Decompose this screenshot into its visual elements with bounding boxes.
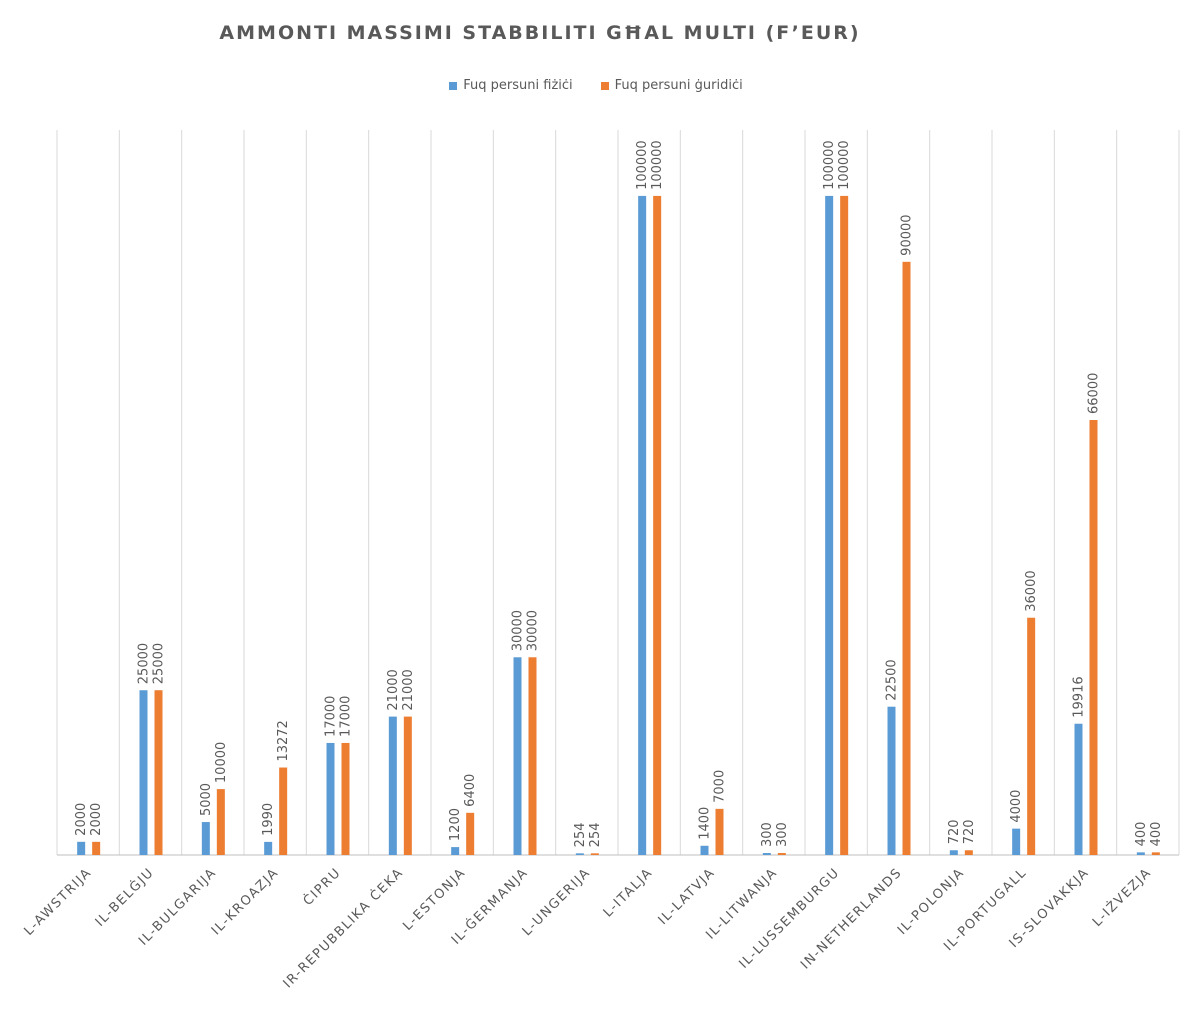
bar-series-1 (1074, 723, 1083, 855)
x-tick-label: IL-LUSSEMBURGU (736, 865, 843, 972)
data-label: 100000 (650, 140, 665, 190)
bar-series-1 (762, 853, 771, 855)
x-tick-label: IL-LATVJA (656, 865, 719, 928)
x-tick-label: L-AWSTRIJA (21, 865, 95, 939)
x-tick-label: L-ITALJA (601, 865, 656, 920)
data-label: 400 (1149, 822, 1164, 847)
bar-series-2 (154, 690, 163, 855)
bar-series-2 (902, 261, 911, 855)
data-label: 300 (775, 822, 790, 847)
data-label: 30000 (526, 610, 541, 651)
x-tick-label: IR-REPUBBLIKA ĊEKA (279, 864, 407, 992)
data-label: 25000 (137, 643, 152, 684)
bar-series-1 (1012, 828, 1021, 855)
data-label: 90000 (900, 214, 915, 255)
bar-series-2 (964, 850, 973, 855)
bar-series-1 (887, 706, 896, 855)
chart-title: AMMONTI MASSIMI STABBILITI GĦAL MULTI (F… (219, 22, 861, 44)
data-label: 254 (573, 822, 588, 847)
bar-series-1 (326, 742, 335, 855)
data-label: 21000 (401, 669, 416, 710)
bar-series-2 (216, 789, 225, 855)
data-label: 21000 (386, 669, 401, 710)
bar-series-2 (777, 853, 786, 855)
bar-series-2 (466, 812, 475, 855)
legend: Fuq persuni fiżiċi Fuq persuni ġuridiċi (0, 78, 1192, 93)
bar-series-1 (513, 657, 522, 855)
data-label: 100000 (837, 140, 852, 190)
legend-item-series-2: Fuq persuni ġuridiċi (600, 78, 743, 93)
data-label: 720 (962, 819, 977, 844)
data-label: 13272 (276, 720, 291, 761)
bar-series-1 (139, 690, 148, 855)
data-label: 7000 (713, 770, 728, 803)
data-label: 1990 (261, 803, 276, 836)
bar-series-2 (715, 808, 724, 855)
data-label: 100000 (635, 140, 650, 190)
legend-item-series-1: Fuq persuni fiżiċi (449, 78, 573, 93)
data-label: 2000 (74, 803, 89, 836)
bar-series-2 (1027, 617, 1036, 855)
data-label: 300 (760, 822, 775, 847)
bar-series-2 (1151, 852, 1160, 855)
bar-series-1 (77, 841, 86, 855)
data-label: 1200 (448, 808, 463, 841)
x-tick-label: IL-BELĠJU (91, 864, 157, 930)
x-tick-label: ĊIPRU (299, 864, 344, 909)
bar-series-2 (590, 853, 599, 855)
legend-swatch-series-2 (600, 81, 609, 90)
data-label: 100000 (822, 140, 837, 190)
data-label: 720 (947, 819, 962, 844)
bar-series-2 (653, 195, 662, 856)
bar-series-2 (341, 742, 350, 855)
x-tick-label: IL-KROAZJA (209, 865, 282, 938)
bar-series-2 (528, 657, 537, 855)
x-tick-label: L-ESTONJA (400, 865, 469, 934)
bar-series-1 (388, 716, 397, 855)
data-label: 17000 (324, 696, 339, 737)
data-label: 400 (1134, 822, 1149, 847)
legend-label-series-1: Fuq persuni fiżiċi (463, 78, 573, 93)
x-tick-label: L-IŻVEZJA (1089, 865, 1154, 930)
data-label: 6400 (463, 774, 478, 807)
data-label: 17000 (339, 696, 354, 737)
bar-series-1 (700, 845, 709, 855)
bar-series-1 (638, 195, 647, 856)
data-label: 5000 (199, 783, 214, 816)
bar-series-2 (840, 195, 849, 856)
data-label: 4000 (1009, 790, 1024, 823)
bar-series-2 (279, 767, 288, 855)
data-label: 22500 (885, 659, 900, 700)
data-label: 19916 (1072, 676, 1087, 717)
bar-series-1 (264, 841, 273, 855)
bar-series-1 (825, 195, 834, 856)
data-label: 10000 (214, 742, 229, 783)
data-label: 30000 (511, 610, 526, 651)
data-label: 254 (588, 822, 603, 847)
bar-series-1 (201, 822, 210, 855)
bar-series-1 (1136, 852, 1145, 855)
data-label: 2000 (89, 803, 104, 836)
bar-series-2 (403, 716, 412, 855)
data-label: 36000 (1024, 570, 1039, 611)
x-tick-label: IN-NETHERLANDS (798, 865, 905, 972)
data-label: 66000 (1087, 373, 1102, 414)
legend-swatch-series-1 (449, 81, 458, 90)
bar-series-1 (451, 847, 460, 855)
bar-series-2 (1089, 420, 1098, 855)
bar-series-1 (575, 853, 584, 855)
legend-label-series-2: Fuq persuni ġuridiċi (614, 78, 743, 93)
bar-series-1 (949, 850, 958, 855)
data-label: 1400 (698, 807, 713, 840)
data-label: 25000 (152, 643, 167, 684)
bar-series-2 (92, 841, 101, 855)
